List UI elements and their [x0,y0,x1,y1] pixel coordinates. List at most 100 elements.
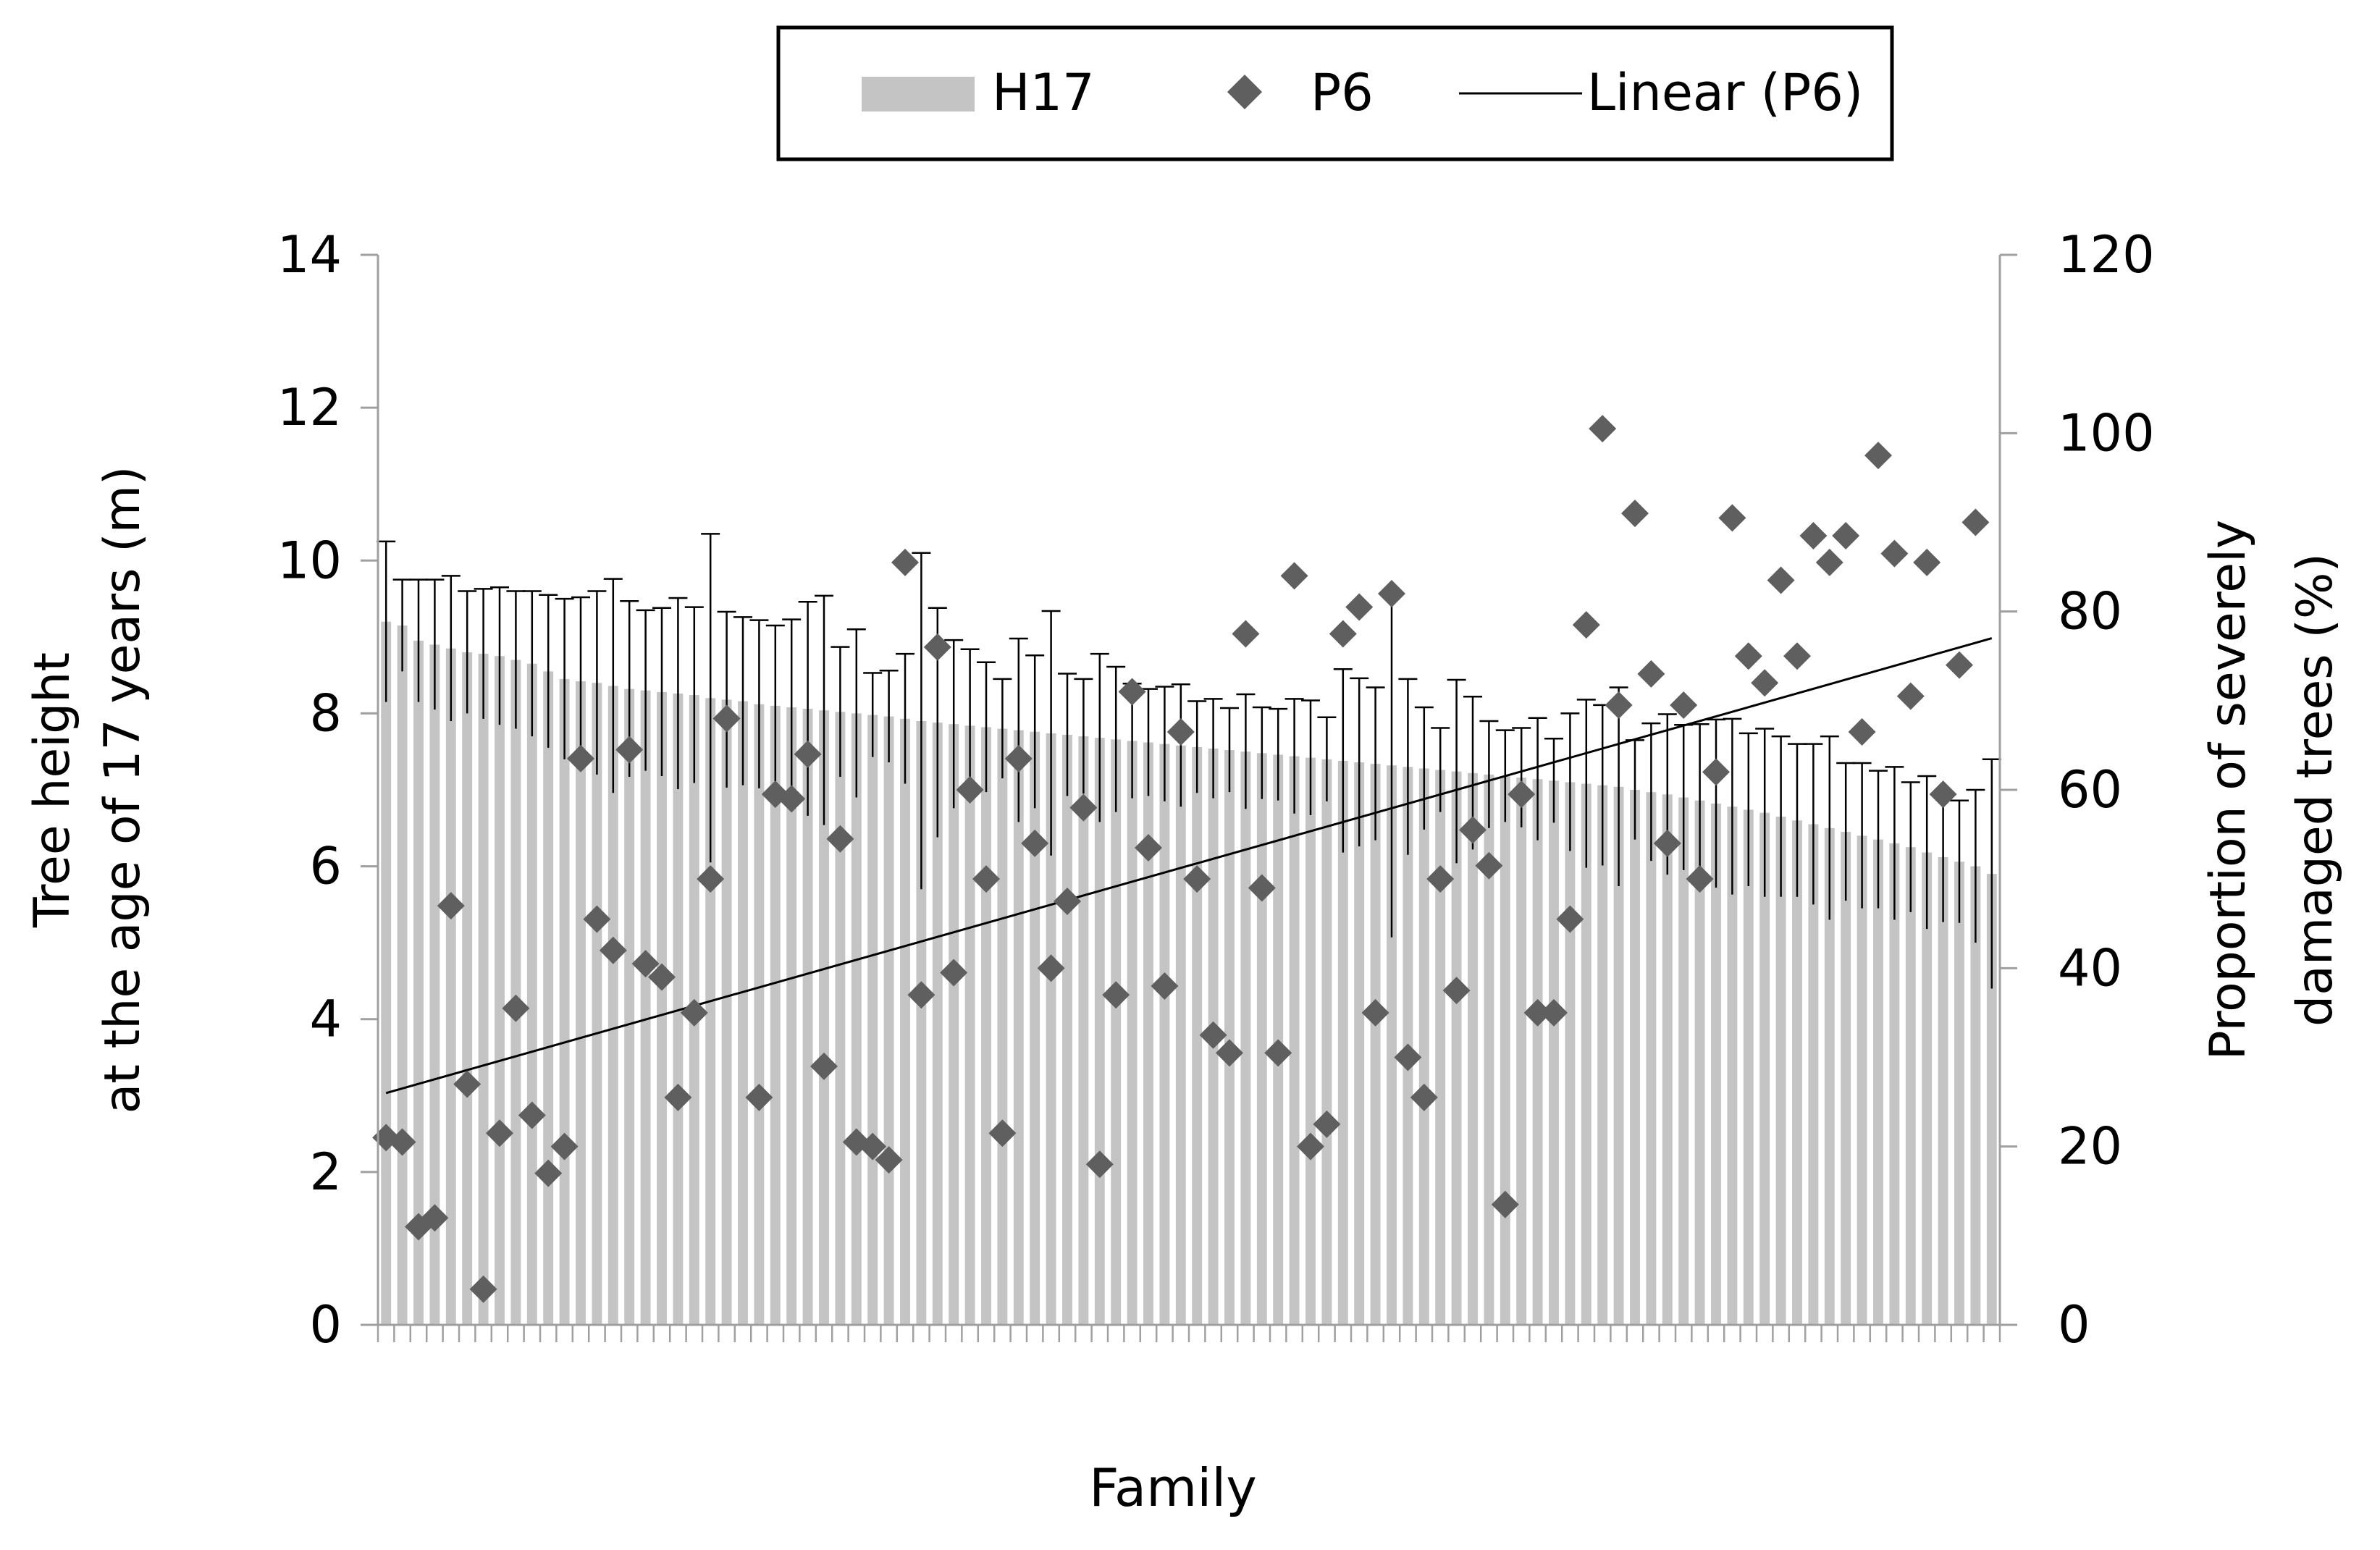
p6-marker [1394,1043,1422,1071]
h17-bar [916,720,927,1325]
p6-marker [648,963,676,991]
h17-bar [1630,790,1640,1325]
p6-marker [1913,548,1941,576]
h17-bar [1824,827,1835,1325]
p6-marker [1004,744,1033,772]
p6-marker [1848,717,1876,746]
p6-marker [567,744,594,772]
p6-marker [534,1159,563,1187]
left-axis-tick-label: 12 [277,378,342,437]
p6-marker [810,1052,838,1080]
h17-bar [1954,862,1964,1325]
p6-marker [1151,972,1179,1000]
h17-bar [1321,759,1332,1325]
p6-marker [1037,954,1065,982]
right-axis-label-line1: Proportion of severely [2200,520,2257,1060]
p6-marker [453,1070,482,1098]
h17-bar [1597,785,1608,1325]
h17-bar [381,621,392,1325]
h17-bar [1094,738,1105,1325]
p6-marker [1783,642,1811,670]
h17-bar [1078,736,1089,1325]
h17-bar [559,678,570,1325]
h17-bar [1889,843,1900,1325]
h17-bar [1484,774,1494,1325]
h17-bar [802,709,813,1325]
h17-bar [786,707,797,1325]
right-axis-tick-label: 60 [2058,760,2122,820]
h17-bar [770,705,781,1325]
h17-bar [1354,762,1365,1325]
h17-bar [867,715,878,1325]
h17-bar [673,693,684,1325]
right-axis-label-line2: damaged trees (%) [2287,553,2344,1027]
p6-marker [486,1119,513,1147]
p6-marker [1378,580,1405,608]
h17-bar [1159,744,1170,1325]
h17-bar [1062,734,1072,1325]
left-axis-tick-label: 8 [309,683,342,743]
h17-bar [607,686,618,1325]
h17-bar [721,699,732,1325]
p6-marker [1199,1021,1227,1049]
legend: H17 P6 Linear (P6) [776,25,1894,161]
left-axis-tick-label: 2 [309,1142,342,1202]
left-axis-tick-label: 6 [309,837,342,896]
p6-marker [826,825,854,853]
h17-bar [883,716,894,1325]
h17-bar [1256,753,1267,1325]
h17-bar [543,671,554,1325]
p6-marker [1410,1083,1438,1111]
left-axis-ticks: 0 2 4 6 8 10 12 14 [277,225,378,1355]
h17-bar [754,704,765,1325]
p6-marker [875,1146,903,1174]
p6-marker [1216,1039,1243,1067]
h17-bar [1435,770,1446,1325]
h17-bar [576,681,586,1325]
h17-bar [738,701,748,1325]
h17-bar [1841,832,1851,1325]
p6-marker [1329,620,1357,648]
p6-marker [1605,691,1633,719]
h17-bar [624,688,635,1325]
p6-marker [907,981,935,1009]
p6-marker [1264,1039,1292,1067]
h17-bar [1549,780,1559,1325]
p6-marker [631,950,660,978]
p6-marker [1021,829,1049,857]
p6-marker [1946,651,1973,679]
h17-bar [429,644,440,1325]
p6-marker [972,865,1000,893]
p6-marker [583,905,611,933]
p6-marker [1345,593,1374,621]
p6-marker [550,1132,579,1161]
h17-bar [1808,824,1819,1325]
left-axis-tick-label: 0 [309,1295,342,1355]
p6-marker [794,740,822,768]
p6-trendline-path [385,637,1993,1095]
h17-bar [1873,839,1883,1325]
h17-bar [1111,739,1122,1325]
p6-marker [697,865,725,893]
h17-bar [657,691,667,1325]
h17-bar [1240,751,1251,1325]
legend-swatch-h17 [862,77,975,111]
p6-marker [940,959,968,987]
h17-bar [1922,852,1933,1325]
h17-bar [510,660,521,1325]
h17-bar [705,698,716,1325]
left-axis-label-line1: Tree height [24,652,81,928]
right-axis-tick-label: 80 [2058,582,2122,641]
left-axis-tick-label: 4 [309,990,342,1049]
h17-bar [1532,779,1543,1325]
p6-marker [421,1204,449,1232]
p6-marker [1572,611,1600,639]
h17-bar [1694,800,1705,1325]
left-axis-label-line2: at the age of 17 years (m) [94,466,151,1114]
right-axis-tick-label: 40 [2058,938,2122,998]
p6-marker [469,1275,497,1303]
h17-bar [1792,820,1802,1325]
p6-marker [518,1101,546,1129]
p6-marker [1102,981,1130,1009]
p6-marker [1442,977,1471,1005]
